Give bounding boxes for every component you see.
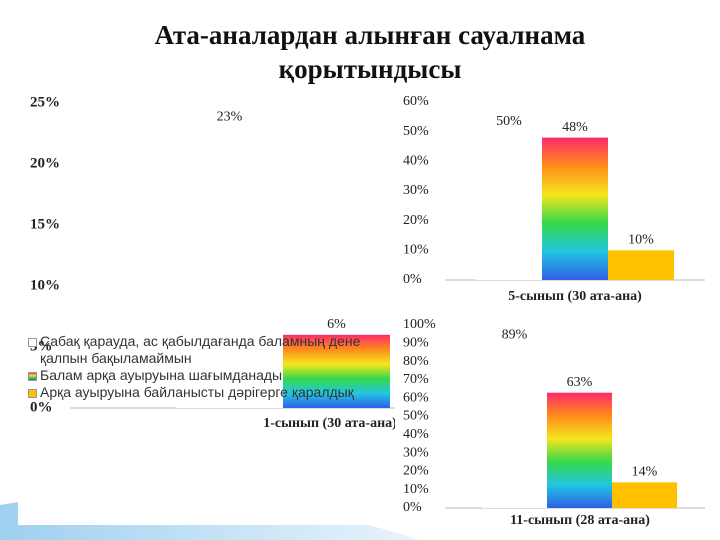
y-tick-label: 15% — [30, 216, 60, 232]
y-tick-label: 40% — [403, 154, 429, 169]
value-label: 6% — [327, 317, 346, 332]
y-tick-label: 90% — [403, 336, 429, 351]
legend-entry: Балам арқа ауыруына шағымданады — [28, 367, 368, 384]
bar — [612, 482, 677, 508]
bar — [283, 334, 390, 408]
y-tick-label: 30% — [403, 183, 429, 198]
bar — [547, 392, 612, 508]
y-tick-label: 70% — [403, 372, 429, 387]
y-tick-label: 20% — [403, 464, 429, 479]
y-tick-label: 0% — [403, 500, 422, 515]
y-tick-label: 50% — [403, 124, 429, 139]
legend-entry: Арқа ауыруына байланысты дәрігерге қарал… — [28, 384, 368, 401]
chart: 0% 10% 20% 30% 40% 50% 60% 50% 48% 10% 5-сынып (30… — [403, 94, 705, 304]
y-tick-label: 80% — [403, 354, 429, 369]
bar — [542, 137, 608, 280]
y-tick-label: 10% — [30, 277, 60, 293]
title: Ата-аналардан алынған сауалнама қорытынд… — [154, 20, 586, 84]
value-label: 23% — [217, 110, 243, 125]
y-tick-label: 20% — [30, 155, 60, 171]
legend-swatch — [28, 372, 37, 381]
bar — [176, 127, 283, 409]
y-tick-label: 40% — [403, 427, 429, 442]
value-label: 10% — [628, 233, 654, 248]
legend-entry: Сабақ қарауда, ас қабылдағанда баламның … — [28, 333, 368, 367]
value-label: 48% — [562, 120, 588, 135]
y-tick-label: 60% — [403, 94, 429, 109]
y-tick-label: 20% — [403, 213, 429, 228]
y-tick-label: 60% — [403, 390, 429, 405]
value-label: 63% — [567, 375, 593, 390]
legend-label: Арқа ауыруына байланысты дәрігерге қарал… — [40, 384, 354, 400]
y-tick-label: 0% — [403, 272, 422, 287]
value-label: 50% — [496, 114, 522, 129]
y-tick-label: 10% — [403, 482, 429, 497]
y-tick-label: 30% — [403, 445, 429, 460]
value-label: 14% — [632, 465, 658, 480]
bar — [482, 345, 547, 508]
value-label: 89% — [502, 327, 528, 342]
legend-swatch — [28, 338, 37, 347]
category-label: 5-сынып (30 ата-ана) — [508, 289, 642, 304]
legend: Сабақ қарауда, ас қабылдағанда баламның … — [28, 333, 368, 401]
legend-label: Сабақ қарауда, ас қабылдағанда баламның … — [40, 333, 361, 366]
category-label: 1-сынып (30 ата-ана) — [263, 416, 397, 431]
chart: 0% 10% 20% 30% 40% 50% 60% 70% 80% 90% 100% 89% 63% 1… — [403, 317, 705, 528]
legend-swatch — [28, 389, 37, 398]
legend-label: Балам арқа ауыруына шағымданады — [40, 367, 283, 383]
y-tick-label: 100% — [403, 317, 436, 332]
y-tick-label: 50% — [403, 409, 429, 424]
category-label: 11-сынып (28 ата-ана) — [510, 513, 650, 528]
y-tick-label: 10% — [403, 243, 429, 258]
y-tick-label: 0% — [30, 399, 53, 415]
y-tick-label: 25% — [30, 94, 60, 110]
bar — [608, 250, 674, 280]
bar — [476, 131, 542, 280]
